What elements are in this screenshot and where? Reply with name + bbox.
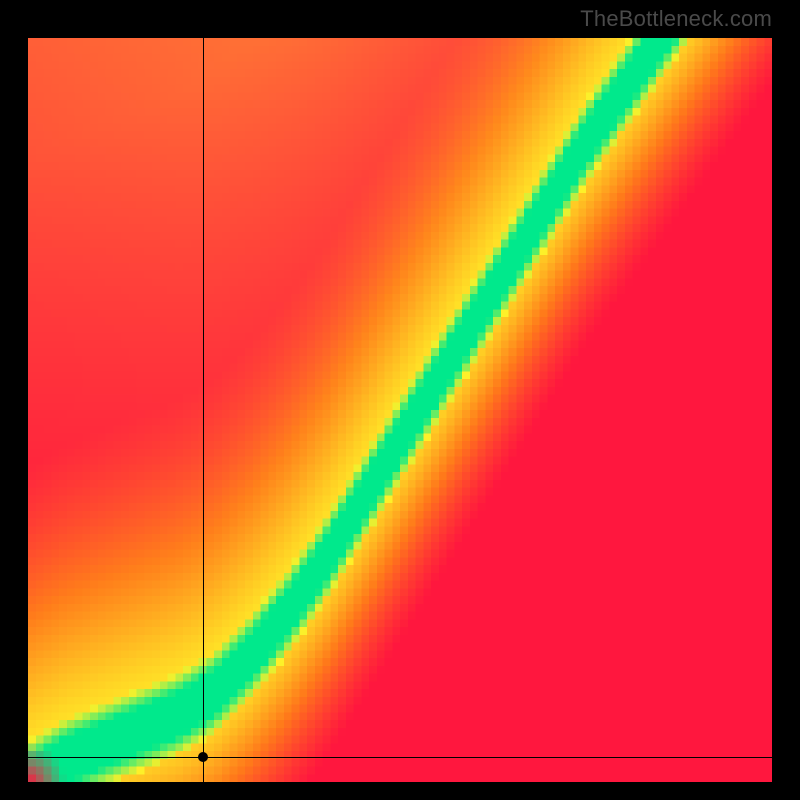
attribution-text: TheBottleneck.com xyxy=(580,6,772,32)
crosshair-horizontal xyxy=(28,757,772,758)
bottleneck-heatmap xyxy=(28,38,772,782)
chart-container: { "attribution": "TheBottleneck.com", "a… xyxy=(0,0,800,800)
crosshair-vertical xyxy=(203,38,204,782)
